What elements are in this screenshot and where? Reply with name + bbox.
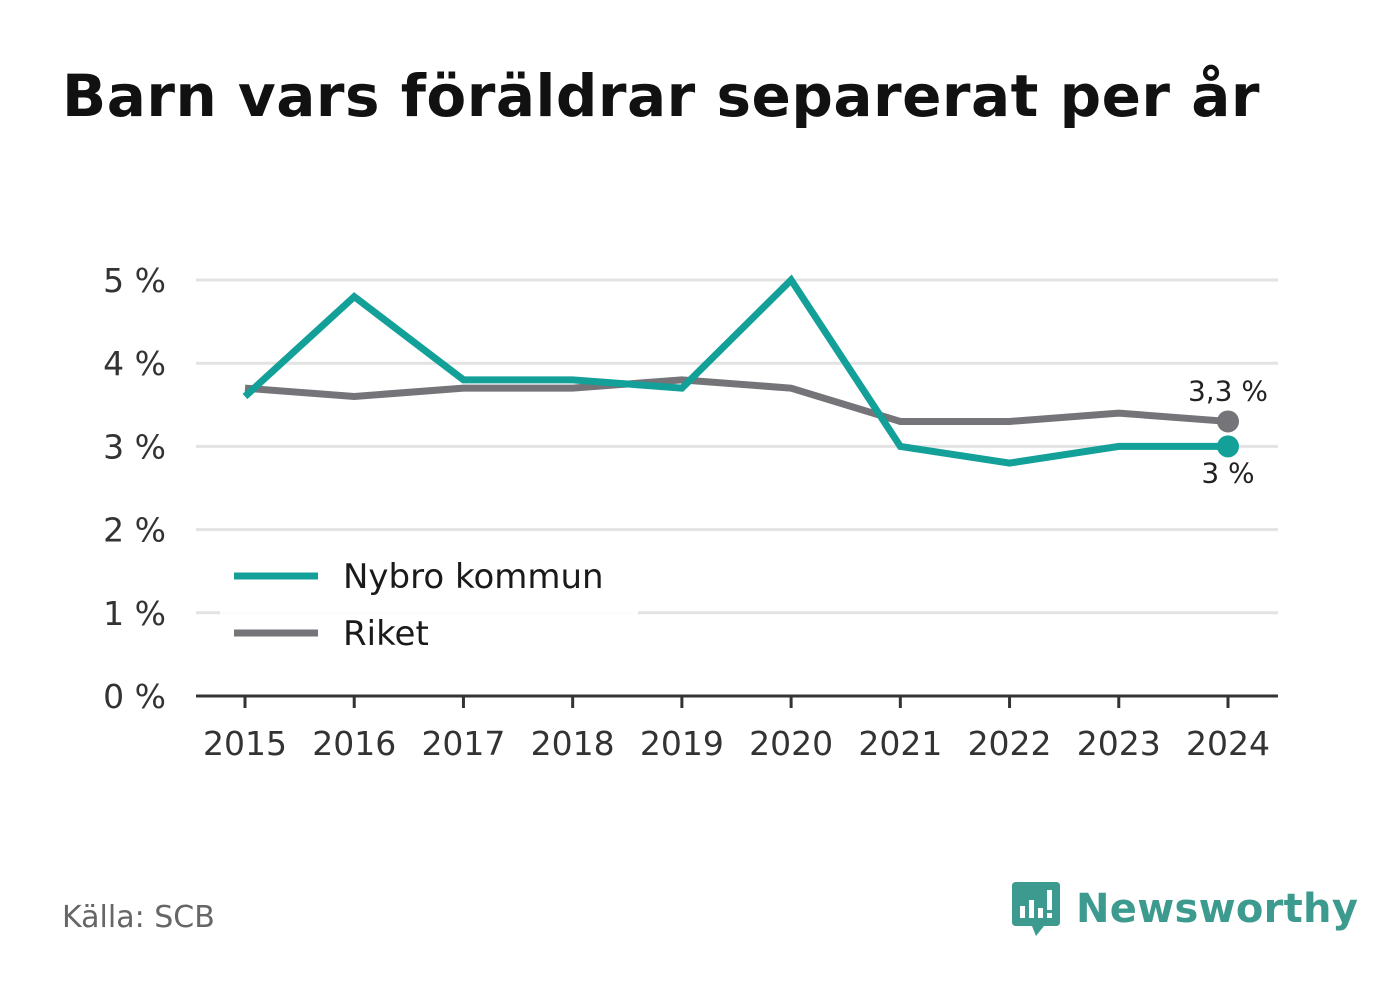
x-tick-label: 2016 bbox=[312, 724, 396, 763]
y-tick-label: 1 % bbox=[103, 594, 166, 633]
x-tick-label: 2015 bbox=[203, 724, 287, 763]
x-tick-label: 2024 bbox=[1186, 724, 1270, 763]
legend-label: Nybro kommun bbox=[343, 557, 604, 597]
y-tick-label: 3 % bbox=[103, 427, 166, 466]
y-tick-label: 5 % bbox=[103, 261, 166, 300]
legend: Nybro kommun Riket bbox=[220, 546, 638, 666]
x-axis: 2015 2016 2017 2018 2019 2020 2021 2022 2023 2024 bbox=[196, 694, 1278, 763]
brand-logo: Newsworthy bbox=[1010, 878, 1358, 940]
series-line-nybro-kommun bbox=[242, 274, 1228, 467]
x-tick-label: 2019 bbox=[640, 724, 724, 763]
newsworthy-logo-icon bbox=[1012, 882, 1060, 936]
x-tick-label: 2023 bbox=[1077, 724, 1161, 763]
brand-name: Newsworthy bbox=[1076, 886, 1359, 932]
end-point-label: 3 % bbox=[1201, 456, 1254, 489]
y-tick-label: 4 % bbox=[103, 344, 166, 383]
series-lines: 3 % 3,3 % bbox=[242, 274, 1268, 489]
x-tick-label: 2021 bbox=[858, 724, 942, 763]
end-point-label: 3,3 % bbox=[1188, 374, 1268, 407]
legend-label: Riket bbox=[343, 614, 429, 654]
end-point-marker bbox=[1217, 435, 1239, 458]
legend-background bbox=[220, 546, 638, 666]
y-axis-ticks: 0 % 1 % 2 % 3 % 4 % 5 % bbox=[103, 261, 166, 716]
y-tick-label: 0 % bbox=[103, 677, 166, 716]
series-line-riket bbox=[244, 376, 1229, 425]
x-tick-label: 2022 bbox=[968, 724, 1052, 763]
chart-title: Barn vars föräldrar separerat per år bbox=[62, 62, 1260, 130]
y-tick-label: 2 % bbox=[103, 511, 166, 550]
source-note: Källa: SCB bbox=[62, 900, 215, 935]
x-tick-label: 2018 bbox=[531, 724, 615, 763]
x-tick-label: 2020 bbox=[749, 724, 833, 763]
x-tick-label: 2017 bbox=[421, 724, 505, 763]
end-point-marker bbox=[1217, 410, 1239, 433]
